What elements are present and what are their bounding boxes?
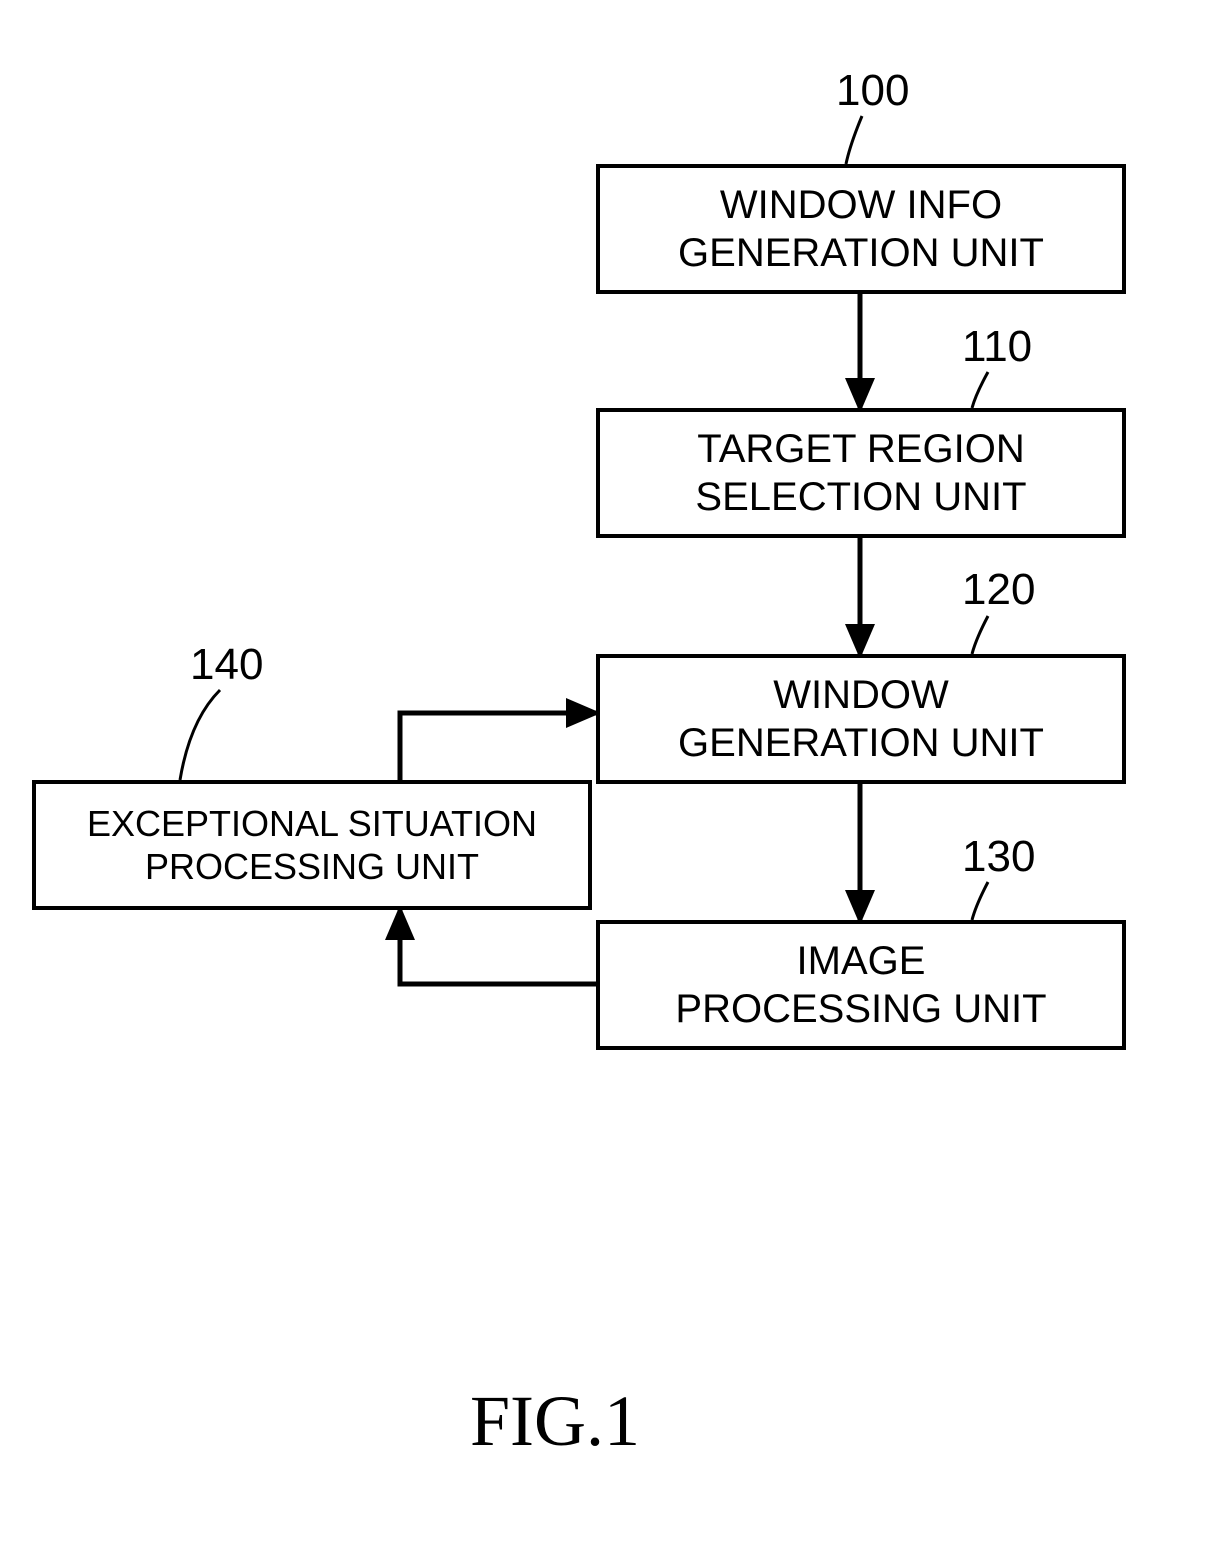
node-label-130: 130 xyxy=(962,832,1035,882)
node-label-100: 100 xyxy=(836,66,909,116)
edge-n140-n120 xyxy=(400,713,596,780)
node-box-110: TARGET REGIONSELECTION UNIT xyxy=(596,408,1126,538)
node-text-100: WINDOW INFOGENERATION UNIT xyxy=(678,181,1044,277)
diagram-container: 100 WINDOW INFOGENERATION UNIT 110 TARGE… xyxy=(0,0,1229,1562)
node-label-140: 140 xyxy=(190,640,263,690)
edge-n130-n140 xyxy=(400,910,596,984)
node-text-120: WINDOWGENERATION UNIT xyxy=(678,671,1044,767)
node-text-140: EXCEPTIONAL SITUATIONPROCESSING UNIT xyxy=(87,802,537,888)
node-text-130: IMAGEPROCESSING UNIT xyxy=(675,937,1046,1033)
node-box-100: WINDOW INFOGENERATION UNIT xyxy=(596,164,1126,294)
figure-caption: FIG.1 xyxy=(470,1380,640,1463)
node-box-130: IMAGEPROCESSING UNIT xyxy=(596,920,1126,1050)
node-box-140: EXCEPTIONAL SITUATIONPROCESSING UNIT xyxy=(32,780,592,910)
node-box-120: WINDOWGENERATION UNIT xyxy=(596,654,1126,784)
node-label-120: 120 xyxy=(962,565,1035,615)
node-label-110: 110 xyxy=(962,322,1032,372)
node-text-110: TARGET REGIONSELECTION UNIT xyxy=(695,425,1026,521)
